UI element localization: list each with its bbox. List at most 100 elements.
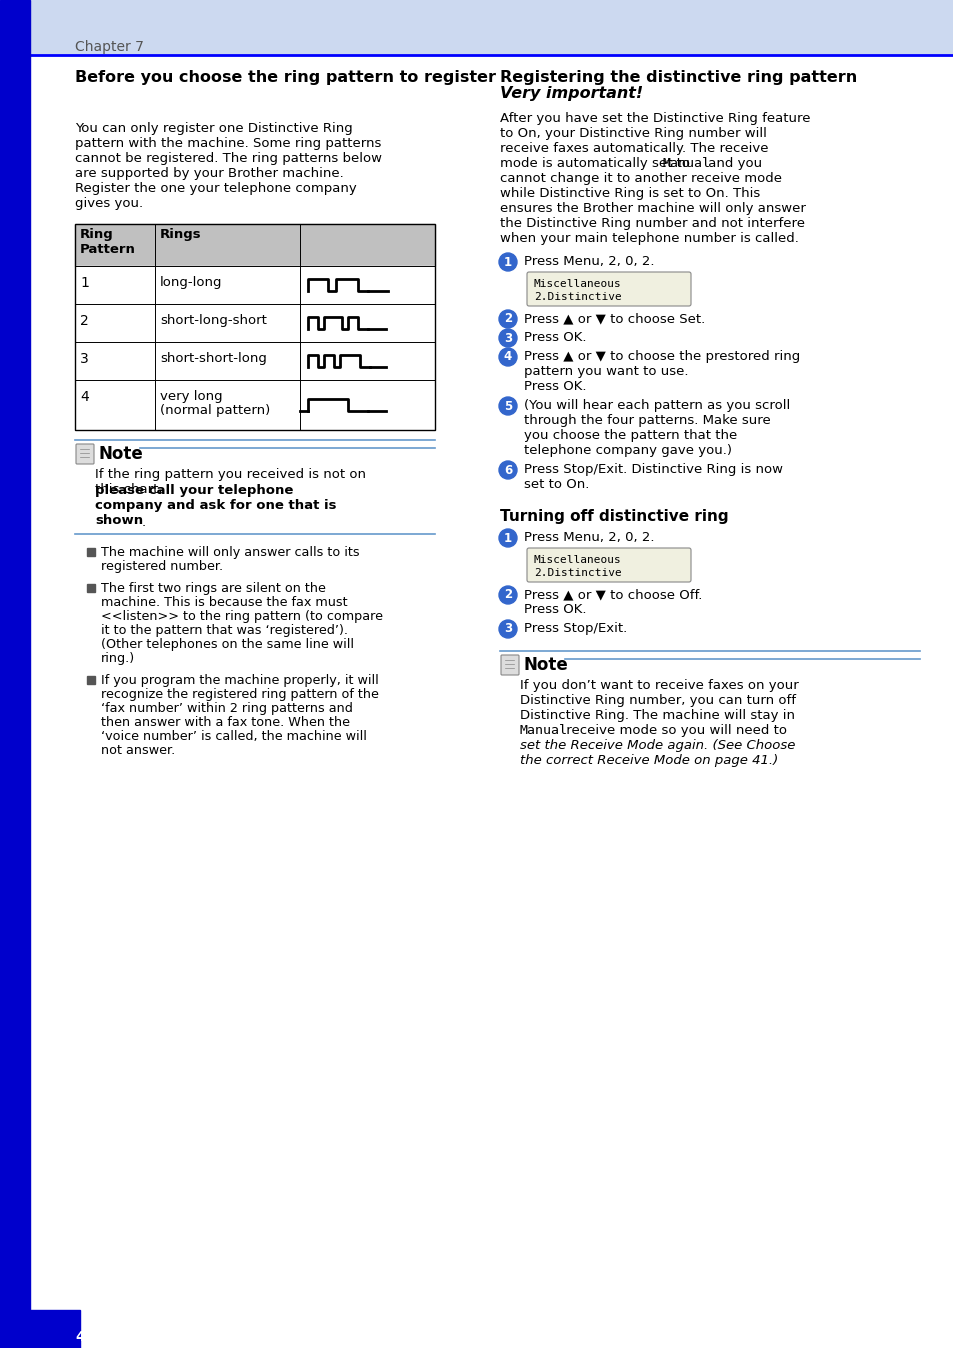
Circle shape [498, 348, 517, 367]
Text: recognize the registered ring pattern of the: recognize the registered ring pattern of… [101, 687, 378, 701]
Circle shape [498, 586, 517, 604]
Text: short-long-short: short-long-short [160, 314, 267, 328]
FancyBboxPatch shape [500, 655, 518, 675]
Circle shape [498, 253, 517, 271]
Text: mode is automatically set to: mode is automatically set to [499, 156, 694, 170]
Text: Distinctive Ring. The machine will stay in: Distinctive Ring. The machine will stay … [519, 709, 794, 723]
Text: The machine will only answer calls to its: The machine will only answer calls to it… [101, 546, 359, 559]
Text: Note: Note [523, 656, 568, 674]
Text: .: . [142, 516, 146, 528]
Circle shape [498, 620, 517, 638]
Bar [0, 1310, 80, 1348]
Text: 1: 1 [503, 531, 512, 545]
Text: 1: 1 [80, 276, 89, 290]
Bar [0, 0, 953, 55]
Text: Rings: Rings [160, 228, 201, 241]
Text: Turning off distinctive ring: Turning off distinctive ring [499, 510, 728, 524]
Text: ‘fax number’ within 2 ring patterns and: ‘fax number’ within 2 ring patterns and [101, 702, 353, 714]
Text: Ring
Pattern: Ring Pattern [80, 228, 135, 256]
FancyBboxPatch shape [76, 443, 94, 464]
Text: Registering the distinctive ring pattern: Registering the distinctive ring pattern [499, 70, 857, 85]
Text: Note: Note [99, 445, 144, 462]
Text: If you program the machine properly, it will: If you program the machine properly, it … [101, 674, 378, 687]
Text: gives you.: gives you. [75, 197, 143, 210]
FancyBboxPatch shape [526, 272, 690, 306]
Bar [75, 380, 435, 430]
Text: it to the pattern that was ‘registered’).: it to the pattern that was ‘registered’)… [101, 624, 348, 638]
Circle shape [498, 461, 517, 479]
Text: ring.): ring.) [101, 652, 135, 665]
Text: Press Menu, 2, 0, 2.: Press Menu, 2, 0, 2. [523, 531, 654, 545]
Text: 2: 2 [503, 313, 512, 325]
Text: ensures the Brother machine will only answer: ensures the Brother machine will only an… [499, 202, 805, 214]
Circle shape [498, 329, 517, 346]
Text: Manual: Manual [661, 156, 710, 170]
Text: 6: 6 [503, 464, 512, 476]
Text: 2.Distinctive: 2.Distinctive [534, 293, 621, 302]
Text: very long: very long [160, 390, 222, 403]
Text: (normal pattern): (normal pattern) [160, 404, 270, 417]
Text: cannot change it to another receive mode: cannot change it to another receive mode [499, 173, 781, 185]
Text: Miscellaneous: Miscellaneous [534, 279, 621, 288]
Bar [75, 305, 435, 342]
Bar [75, 266, 435, 305]
Text: Miscellaneous: Miscellaneous [534, 555, 621, 565]
Text: are supported by your Brother machine.: are supported by your Brother machine. [75, 167, 343, 181]
Text: registered number.: registered number. [101, 559, 223, 573]
Text: 48: 48 [75, 1330, 94, 1344]
Text: 2: 2 [503, 589, 512, 601]
Circle shape [498, 398, 517, 415]
Text: (Other telephones on the same line will: (Other telephones on the same line will [101, 638, 354, 651]
Text: After you have set the Distinctive Ring feature: After you have set the Distinctive Ring … [499, 112, 810, 125]
Text: receive faxes automatically. The receive: receive faxes automatically. The receive [499, 142, 768, 155]
Text: Very important!: Very important! [499, 86, 642, 101]
FancyBboxPatch shape [526, 549, 690, 582]
Bar [75, 224, 435, 430]
Text: ‘voice number’ is called, the machine will: ‘voice number’ is called, the machine wi… [101, 731, 367, 743]
Text: If the ring pattern you received is not on
this chart,: If the ring pattern you received is not … [95, 468, 366, 496]
Text: Before you choose the ring pattern to register: Before you choose the ring pattern to re… [75, 70, 496, 85]
Text: Distinctive Ring number, you can turn off: Distinctive Ring number, you can turn of… [519, 694, 795, 706]
Text: cannot be registered. The ring patterns below: cannot be registered. The ring patterns … [75, 152, 381, 164]
Text: and you: and you [703, 156, 761, 170]
Text: not answer.: not answer. [101, 744, 175, 758]
Text: You can only register one Distinctive Ring: You can only register one Distinctive Ri… [75, 123, 353, 135]
Text: the correct Receive Mode on page 41.): the correct Receive Mode on page 41.) [519, 754, 778, 767]
Text: to On, your Distinctive Ring number will: to On, your Distinctive Ring number will [499, 127, 766, 140]
Text: 2: 2 [80, 314, 89, 328]
Text: machine. This is because the fax must: machine. This is because the fax must [101, 596, 347, 609]
Text: Press ▲ or ▼ to choose the prestored ring
pattern you want to use.
Press OK.: Press ▲ or ▼ to choose the prestored rin… [523, 350, 800, 394]
Text: pattern with the machine. Some ring patterns: pattern with the machine. Some ring patt… [75, 137, 381, 150]
Text: set the Receive Mode again. (See Choose: set the Receive Mode again. (See Choose [519, 739, 795, 752]
Text: then answer with a fax tone. When the: then answer with a fax tone. When the [101, 716, 350, 729]
Text: 3: 3 [503, 332, 512, 345]
Text: 4: 4 [503, 350, 512, 364]
Text: Press Menu, 2, 0, 2.: Press Menu, 2, 0, 2. [523, 255, 654, 268]
Text: If you don’t want to receive faxes on your: If you don’t want to receive faxes on yo… [519, 679, 798, 692]
Bar [87, 675, 95, 683]
Text: the Distinctive Ring number and not interfere: the Distinctive Ring number and not inte… [499, 217, 804, 231]
Text: while Distinctive Ring is set to On. This: while Distinctive Ring is set to On. Thi… [499, 187, 760, 200]
Bar [75, 224, 435, 266]
Text: 3: 3 [80, 352, 89, 367]
Text: (You will hear each pattern as you scroll
through the four patterns. Make sure
y: (You will hear each pattern as you scrol… [523, 399, 789, 457]
Text: Press Stop/Exit.: Press Stop/Exit. [523, 621, 626, 635]
Bar [87, 584, 95, 592]
Text: please call your telephone
company and ask for one that is
shown: please call your telephone company and a… [95, 484, 336, 527]
Text: Press OK.: Press OK. [523, 332, 586, 344]
Text: 4: 4 [80, 390, 89, 404]
Bar [75, 342, 435, 380]
Text: 2.Distinctive: 2.Distinctive [534, 568, 621, 578]
Text: short-short-long: short-short-long [160, 352, 267, 365]
Text: receive mode so you will need to: receive mode so you will need to [561, 724, 786, 737]
Text: <<listen>> to the ring pattern (to compare: <<listen>> to the ring pattern (to compa… [101, 611, 382, 623]
Text: Register the one your telephone company: Register the one your telephone company [75, 182, 356, 195]
Text: Press ▲ or ▼ to choose Set.: Press ▲ or ▼ to choose Set. [523, 311, 704, 325]
Circle shape [498, 528, 517, 547]
Text: The first two rings are silent on the: The first two rings are silent on the [101, 582, 326, 594]
Text: Chapter 7: Chapter 7 [75, 40, 144, 54]
Text: 5: 5 [503, 399, 512, 412]
Text: Press Stop/Exit. Distinctive Ring is now
set to On.: Press Stop/Exit. Distinctive Ring is now… [523, 462, 782, 491]
Text: Press ▲ or ▼ to choose Off.
Press OK.: Press ▲ or ▼ to choose Off. Press OK. [523, 588, 701, 616]
Bar [0, 0, 30, 1348]
